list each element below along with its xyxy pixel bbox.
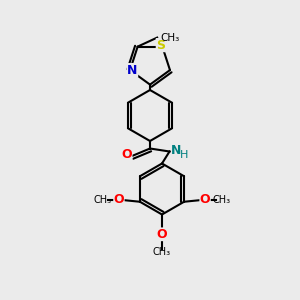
Text: H: H bbox=[179, 149, 188, 160]
Text: N: N bbox=[127, 64, 138, 76]
Text: O: O bbox=[114, 193, 124, 206]
Text: O: O bbox=[200, 193, 210, 206]
Text: O: O bbox=[157, 228, 167, 241]
Text: S: S bbox=[156, 39, 165, 52]
Text: CH₃: CH₃ bbox=[160, 33, 179, 43]
Text: CH₃: CH₃ bbox=[212, 195, 231, 205]
Text: CH₃: CH₃ bbox=[153, 247, 171, 257]
Text: N: N bbox=[171, 144, 181, 158]
Text: O: O bbox=[121, 148, 132, 161]
Text: CH₃: CH₃ bbox=[93, 195, 112, 205]
